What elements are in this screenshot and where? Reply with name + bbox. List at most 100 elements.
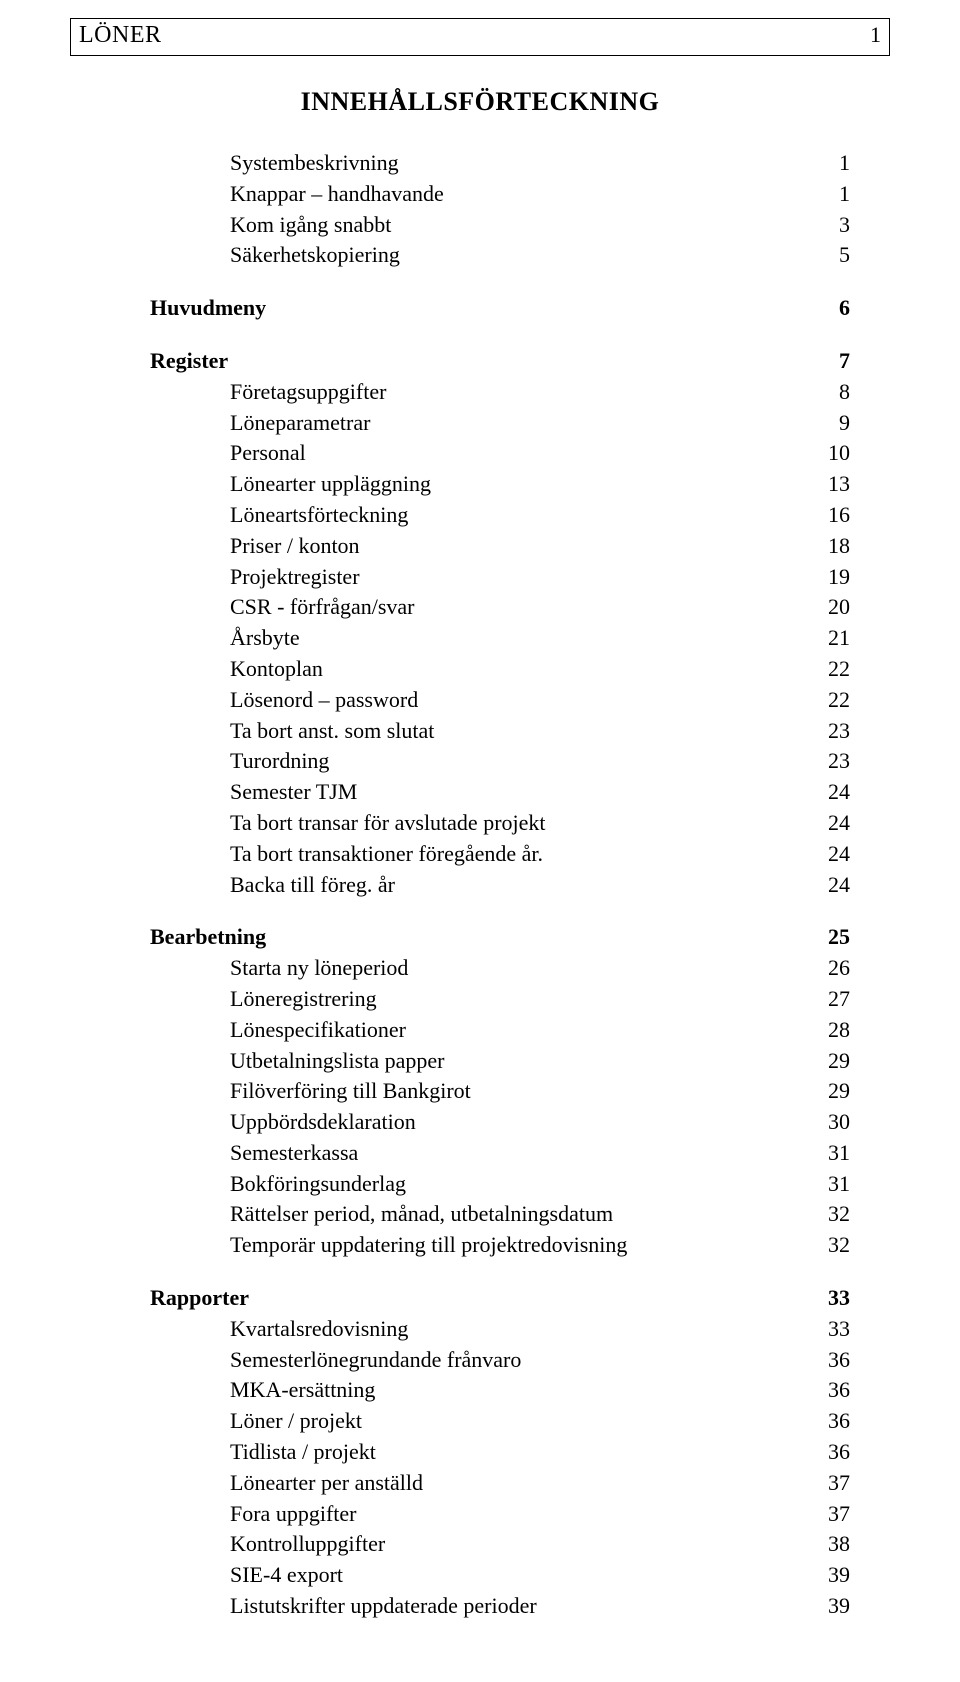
toc-label: MKA-ersättning xyxy=(230,1375,375,1406)
toc-gap xyxy=(150,1261,850,1283)
toc-label: Kom igång snabbt xyxy=(230,210,391,241)
toc-label: Löneregistrering xyxy=(230,984,377,1015)
toc-label: Rättelser period, månad, utbetalningsdat… xyxy=(230,1199,613,1230)
toc-page: 13 xyxy=(810,469,850,500)
toc-page: 33 xyxy=(810,1283,850,1314)
toc-row: Kontoplan22 xyxy=(150,654,850,685)
toc-row: Lönearter per anställd 37 xyxy=(150,1468,850,1499)
toc-label: Lönespecifikationer xyxy=(230,1015,406,1046)
toc-label: Ta bort transar för avslutade projekt xyxy=(230,808,546,839)
toc-label: Knappar – handhavande xyxy=(230,179,444,210)
toc-row: Tidlista / projekt 36 xyxy=(150,1437,850,1468)
toc-label: Bearbetning xyxy=(150,922,266,953)
page: LÖNER 1 INNEHÅLLSFÖRTECKNING Systembeskr… xyxy=(0,0,960,1682)
toc-page: 21 xyxy=(810,623,850,654)
toc-gap xyxy=(150,900,850,922)
toc-page: 38 xyxy=(810,1529,850,1560)
toc-row: Kvartalsredovisning 33 xyxy=(150,1314,850,1345)
toc-row: Personal 10 xyxy=(150,438,850,469)
toc-row: Listutskrifter uppdaterade perioder39 xyxy=(150,1591,850,1622)
toc-page: 5 xyxy=(810,240,850,271)
toc-page: 6 xyxy=(810,293,850,324)
toc-label: Systembeskrivning xyxy=(230,148,399,179)
toc-label: Projektregister xyxy=(230,562,360,593)
toc-page: 24 xyxy=(810,870,850,901)
toc-page: 7 xyxy=(810,346,850,377)
toc-row: Turordning23 xyxy=(150,746,850,777)
toc-page: 37 xyxy=(810,1468,850,1499)
toc-row: Utbetalningslista papper29 xyxy=(150,1046,850,1077)
toc-row: Lönespecifikationer28 xyxy=(150,1015,850,1046)
toc-label: Rapporter xyxy=(150,1283,249,1314)
page-header: LÖNER 1 xyxy=(70,18,890,56)
toc-row: Rapporter 33 xyxy=(150,1283,850,1314)
toc-page: 36 xyxy=(810,1345,850,1376)
toc-label: Fora uppgifter xyxy=(230,1499,356,1530)
toc-label: Temporär uppdatering till projektredovis… xyxy=(230,1230,627,1261)
toc-label: Ta bort transaktioner föregående år. xyxy=(230,839,543,870)
toc-row: Semesterlönegrundande frånvaro36 xyxy=(150,1345,850,1376)
toc-row: Semester TJM24 xyxy=(150,777,850,808)
toc-page: 31 xyxy=(810,1138,850,1169)
toc-page: 24 xyxy=(810,808,850,839)
toc-label: Säkerhetskopiering xyxy=(230,240,400,271)
toc-row: Bearbetning 25 xyxy=(150,922,850,953)
toc-row: Ta bort transaktioner föregående år. 24 xyxy=(150,839,850,870)
toc-row: Lönearter uppläggning13 xyxy=(150,469,850,500)
toc-row: Årsbyte21 xyxy=(150,623,850,654)
toc-row: Lösenord – password22 xyxy=(150,685,850,716)
toc-row: Huvudmeny 6 xyxy=(150,293,850,324)
toc-label: Turordning xyxy=(230,746,329,777)
toc-label: Löner / projekt xyxy=(230,1406,362,1437)
toc-row: Löneregistrering27 xyxy=(150,984,850,1015)
toc-label: Listutskrifter uppdaterade perioder xyxy=(230,1591,537,1622)
toc-row: Filöverföring till Bankgirot29 xyxy=(150,1076,850,1107)
toc-page: 31 xyxy=(810,1169,850,1200)
toc-page: 23 xyxy=(810,716,850,747)
toc-label: Kontrolluppgifter xyxy=(230,1529,385,1560)
toc-row: Löneparametrar9 xyxy=(150,408,850,439)
toc-label: Löneartsförteckning xyxy=(230,500,408,531)
toc-page: 24 xyxy=(810,777,850,808)
toc-label: Semesterkassa xyxy=(230,1138,358,1169)
toc-row: Starta ny löneperiod26 xyxy=(150,953,850,984)
toc-row: Rättelser period, månad, utbetalningsdat… xyxy=(150,1199,850,1230)
toc-page: 10 xyxy=(810,438,850,469)
toc-label: Personal xyxy=(230,438,306,469)
toc-page: 37 xyxy=(810,1499,850,1530)
toc-label: Tidlista / projekt xyxy=(230,1437,376,1468)
toc-page: 36 xyxy=(810,1437,850,1468)
toc-label: CSR - förfrågan/svar xyxy=(230,592,415,623)
toc-label: Ta bort anst. som slutat xyxy=(230,716,434,747)
toc-label: Kontoplan xyxy=(230,654,323,685)
toc-gap xyxy=(150,271,850,293)
toc-page: 25 xyxy=(810,922,850,953)
toc-row: Uppbördsdeklaration 30 xyxy=(150,1107,850,1138)
toc-page: 33 xyxy=(810,1314,850,1345)
toc-page: 30 xyxy=(810,1107,850,1138)
toc-row: Löneartsförteckning16 xyxy=(150,500,850,531)
toc-page: 20 xyxy=(810,592,850,623)
toc-row: Fora uppgifter 37 xyxy=(150,1499,850,1530)
toc-page: 9 xyxy=(810,408,850,439)
toc-row: Löner / projekt 36 xyxy=(150,1406,850,1437)
toc-label: Lönearter per anställd xyxy=(230,1468,423,1499)
toc-row: Ta bort anst. som slutat 23 xyxy=(150,716,850,747)
toc-row: Ta bort transar för avslutade projekt 24 xyxy=(150,808,850,839)
toc-row: MKA-ersättning36 xyxy=(150,1375,850,1406)
toc-label: Huvudmeny xyxy=(150,293,266,324)
toc-page: 36 xyxy=(810,1406,850,1437)
toc-page: 32 xyxy=(810,1199,850,1230)
toc-page: 29 xyxy=(810,1046,850,1077)
toc-label: Kvartalsredovisning xyxy=(230,1314,408,1345)
toc-row: Temporär uppdatering till projektredovis… xyxy=(150,1230,850,1261)
toc-row: Semesterkassa 31 xyxy=(150,1138,850,1169)
toc-row: CSR - förfrågan/svar 20 xyxy=(150,592,850,623)
toc-row: Systembeskrivning1 xyxy=(150,148,850,179)
toc-page: 26 xyxy=(810,953,850,984)
toc-row: Priser / konton18 xyxy=(150,531,850,562)
toc-page: 8 xyxy=(810,377,850,408)
header-title: LÖNER xyxy=(79,19,162,53)
toc-page: 24 xyxy=(810,839,850,870)
toc-label: Uppbördsdeklaration xyxy=(230,1107,416,1138)
